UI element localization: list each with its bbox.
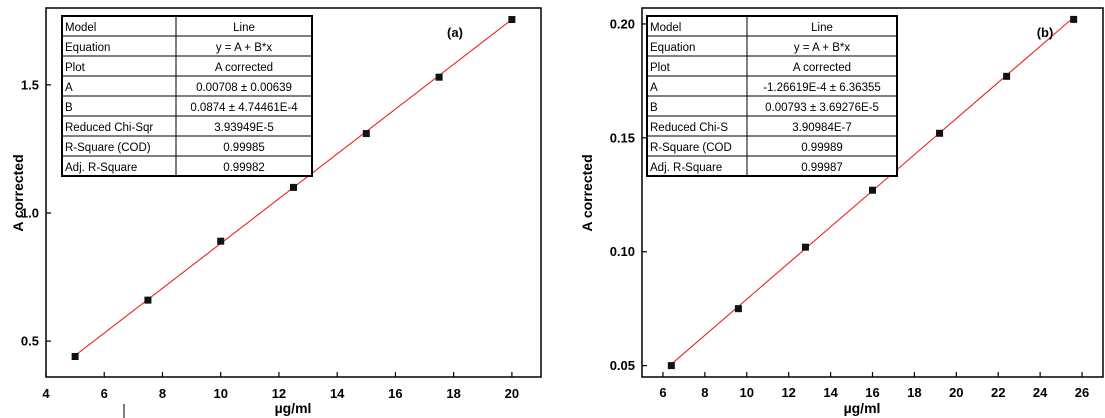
fit-results-table: Model Line Equation y = A + B*x Plot A correc… [61, 15, 313, 177]
table-cell-value: A corrected [793, 62, 851, 74]
table-cell-value: 3.93949E-5 [214, 122, 273, 134]
table-cell-key: Equation [65, 42, 110, 54]
calibration-chart-b: 0.05 0.10 0.15 0.20 6 8 10 12 14 16 18 20 22 24 26 µg/m… [579, 7, 1104, 416]
panel-label: (a) [447, 25, 463, 40]
y-tick-label: 0.5 [21, 334, 39, 349]
table-cell-value: 3.90984E-7 [792, 122, 851, 134]
x-tick-label: 20 [505, 386, 519, 401]
x-tick-label: 4 [42, 386, 50, 401]
data-point [435, 73, 443, 81]
x-tick-label: 20 [949, 385, 963, 400]
x-tick-label: 16 [388, 386, 402, 401]
y-tick-label: 0.10 [610, 244, 635, 259]
x-tick-label: 10 [213, 386, 227, 401]
table-cell-key: Plot [650, 62, 671, 74]
table-cell-key: B [650, 102, 658, 114]
table-cell-value: 0.0874 ± 4.74461E-4 [190, 102, 298, 114]
table-cell-key: B [65, 102, 73, 114]
y-tick-label: 1.5 [21, 77, 39, 92]
table-cell-value: -1.26619E-4 ± 6.36355 [763, 82, 881, 94]
table-cell-value: 0.99985 [223, 142, 265, 154]
y-axis-title: A corrected [579, 154, 595, 231]
table-cell-key: A [650, 82, 658, 94]
table-cell-key: Adj. R-Square [65, 162, 137, 174]
x-tick-label: 18 [446, 386, 460, 401]
data-point [362, 130, 370, 138]
y-tick-label: 0.05 [610, 358, 635, 373]
calibration-chart-a: 0.5 1.0 1.5 4 6 8 10 12 14 16 18 20 µg/ml A corrected… [10, 7, 542, 418]
y-tick-label: 0.20 [610, 16, 635, 31]
table-cell-value: Line [811, 22, 833, 34]
data-point [936, 129, 944, 137]
x-tick-label: 8 [159, 386, 166, 401]
fit-results-table: Model Line Equation y = A + B*x Plot A correc… [646, 15, 898, 177]
table-cell-value: 0.99982 [223, 162, 265, 174]
table-cell-value: 0.99987 [801, 162, 843, 174]
table-cell-value: A corrected [215, 62, 273, 74]
x-tick-label: 24 [1033, 385, 1048, 400]
data-point [1070, 15, 1078, 23]
x-tick-label: 16 [865, 385, 879, 400]
data-point [1003, 72, 1011, 80]
table-cell-key: Model [65, 22, 96, 34]
data-point [71, 353, 79, 360]
table-cell-value: 0.00793 ± 3.69276E-5 [765, 102, 879, 114]
y-axis-title: A corrected [10, 154, 26, 231]
x-tick-label: 12 [272, 386, 286, 401]
x-tick-label: 8 [701, 385, 708, 400]
plot-frame [45, 7, 542, 378]
table-cell-key: Reduced Chi-Sqr [65, 122, 153, 134]
x-tick-label: 26 [1075, 385, 1089, 400]
table-cell-key: A [65, 82, 73, 94]
table-cell-value: 0.99989 [801, 142, 843, 154]
data-point [290, 183, 297, 191]
data-point [144, 296, 152, 304]
data-point [217, 237, 225, 245]
data-point [869, 186, 876, 194]
y-tick-label: 0.15 [610, 130, 635, 145]
x-tick-label: 22 [991, 385, 1005, 400]
x-tick-label: 10 [740, 385, 754, 400]
data-point [667, 362, 675, 370]
y-tick-label: 1.0 [21, 206, 39, 221]
table-cell-key: Plot [65, 62, 86, 74]
table-cell-key: Model [650, 22, 681, 34]
table-cell-value: Line [233, 22, 255, 34]
table-cell-key: R-Square (COD [650, 142, 732, 154]
table-cell-value: y = A + B*x [216, 42, 273, 54]
x-tick-label: 14 [823, 385, 838, 400]
table-cell-value: 0.00708 ± 0.00639 [196, 82, 292, 94]
data-point [801, 243, 809, 251]
x-axis-title: µg/ml [844, 400, 881, 416]
table-cell-key: Equation [650, 42, 695, 54]
panel-label: (b) [1037, 25, 1054, 40]
x-tick-label: 14 [330, 386, 345, 401]
x-tick-label: 6 [101, 386, 108, 401]
x-tick-label: 18 [907, 385, 921, 400]
table-cell-key: Reduced Chi-S [650, 122, 728, 134]
table-cell-key: Adj. R-Square [650, 162, 722, 174]
x-axis-title: µg/ml [275, 400, 312, 416]
data-point [734, 305, 742, 313]
data-point [508, 16, 516, 24]
x-tick-label: 6 [659, 385, 666, 400]
table-cell-value: y = A + B*x [794, 42, 851, 54]
x-tick-label: 12 [781, 385, 795, 400]
table-cell-key: R-Square (COD) [65, 142, 151, 154]
